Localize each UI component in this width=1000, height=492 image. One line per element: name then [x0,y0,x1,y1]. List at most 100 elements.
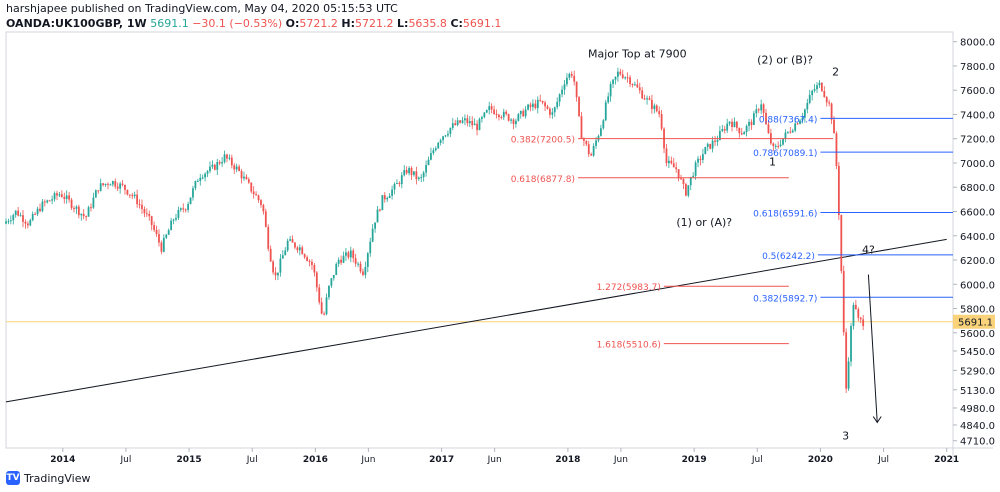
candle-body [772,143,775,146]
price-tick-label: 7200.0 [960,135,995,146]
candle-body [264,211,267,227]
candle-body [221,162,224,164]
candle-body [388,195,391,198]
candle-body [204,173,207,178]
candle-body [364,267,367,275]
candle-body [398,183,401,185]
candle-body [303,254,306,258]
candle-body [90,207,92,209]
candle-body [393,183,396,190]
candle-body [347,252,350,258]
candle-body [718,130,721,141]
candle-body [104,183,107,185]
trendline [5,238,947,403]
candle-body [281,255,284,259]
candle-body [828,102,831,104]
candle-body [410,167,413,175]
tradingview-brand[interactable]: TV TradingView [6,471,90,485]
candle-body [539,99,542,101]
candle-body [791,130,794,133]
candle-body [323,313,325,315]
candle-body [801,117,804,121]
candle-body [313,265,316,273]
candle-body [595,140,597,146]
candle-body [160,242,163,252]
candle-body [748,121,750,126]
candle-body [546,106,549,109]
candle-body [563,84,566,90]
candle-body [483,112,486,118]
plot-frame [5,31,954,449]
high-label: H: [341,17,356,30]
candle-body [7,221,10,223]
candle-body [170,220,173,231]
candle-body [107,183,109,185]
projection-arrow-line [867,274,878,423]
candle-body [626,77,629,79]
candle-body [653,105,656,110]
candle-body [43,201,46,203]
candle-body [12,215,15,221]
candle-body [308,260,311,262]
time-tick-label: 2016 [303,455,328,465]
candle-body [167,230,170,235]
time-tick-label: 2018 [555,455,580,465]
candle-body [451,123,454,128]
candle-body [665,148,668,164]
candle-body [536,99,539,109]
candle-body [731,121,733,128]
candle-body [723,128,726,131]
candle-body [689,176,692,186]
candle-body [145,213,148,215]
wave-annotation: 2 [832,66,839,79]
candle-body [298,247,301,251]
candle-body [357,263,359,265]
candle-body [806,102,809,110]
candle-body [56,193,58,196]
candle-body [777,145,780,147]
candle-body [396,183,398,185]
candle-body [624,77,627,79]
candle-body [48,200,51,202]
candle-body [512,119,515,125]
candle-body [490,106,493,110]
candle-body [252,191,255,195]
candle-body [216,162,219,170]
candle-body [133,194,136,197]
candle-body [70,199,73,209]
candle-body [109,184,112,186]
candle-body [765,112,767,125]
candle-body [461,120,464,123]
candle-body [842,271,845,333]
candle-body [498,114,500,118]
candle-body [524,109,527,117]
wave-annotation: Major Top at 7900 [588,47,687,60]
candle-body [478,118,481,131]
candle-body [755,109,758,114]
candle-body [87,207,90,217]
fib-level-label: 0.382(7200.5) [511,136,575,146]
fib-level-label: 0.618(6877.8) [511,175,575,185]
candle-body [143,209,146,214]
candle-body [5,221,7,224]
candle-body [417,177,420,180]
candle-body [471,120,474,126]
candle-body [767,124,770,134]
candle-body [328,285,330,298]
open-label: O: [285,17,300,30]
candle-body [381,195,384,211]
candle-body [209,166,211,172]
candle-body [556,101,559,108]
candle-body [464,118,466,121]
candle-body [226,154,228,159]
candle-body [432,150,435,154]
candle-body [274,272,277,276]
candle-body [340,259,342,263]
candle-body [315,272,318,288]
candle-body [354,258,357,264]
candle-body [153,225,156,230]
candle-body [63,196,66,199]
candle-body [148,214,151,217]
candle-body [233,165,236,170]
